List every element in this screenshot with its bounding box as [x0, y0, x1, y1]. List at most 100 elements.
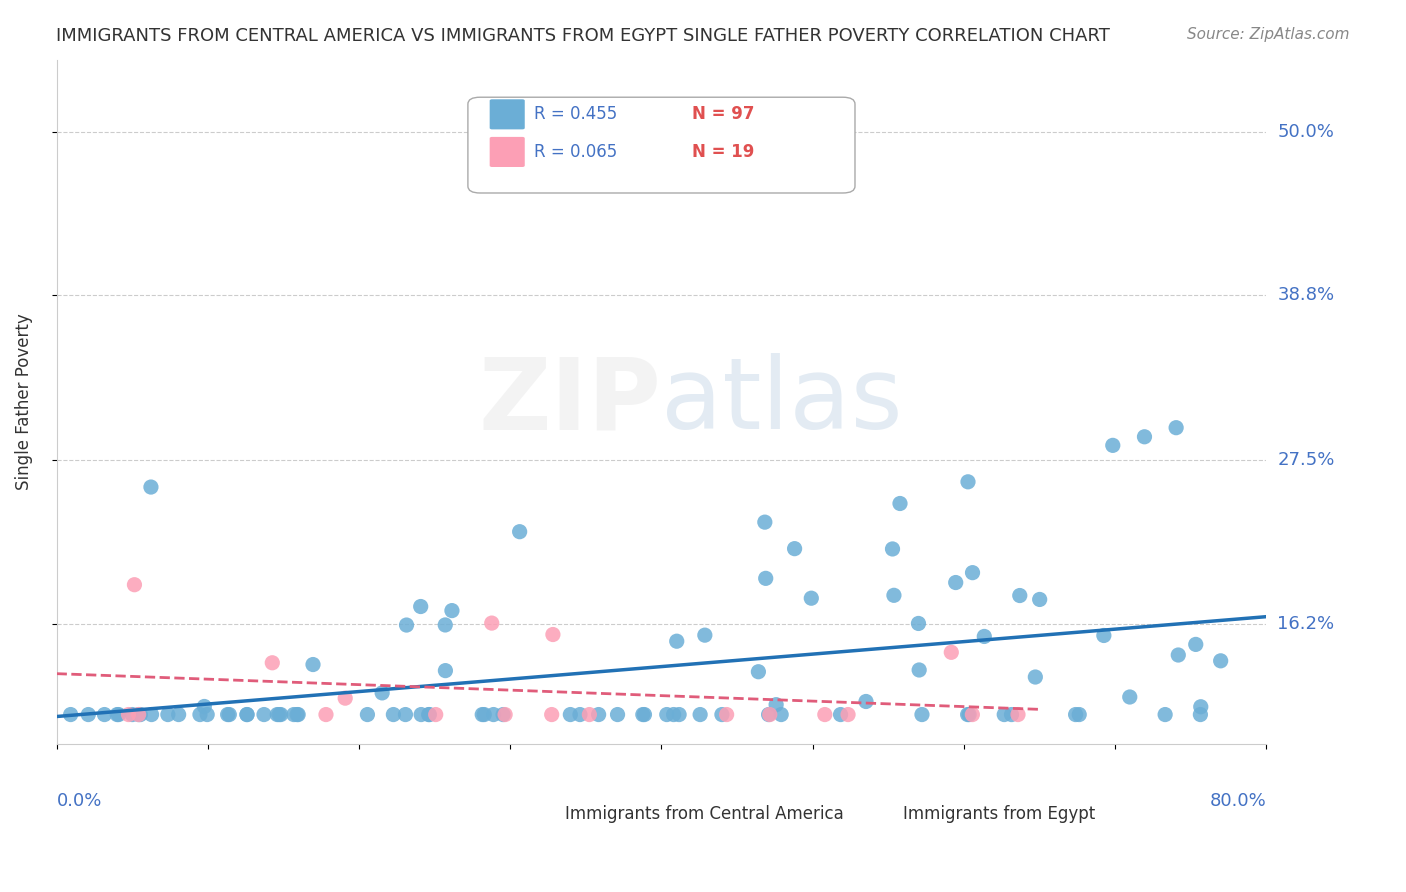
- Point: [394, 707, 416, 722]
- Point: [754, 515, 776, 529]
- Point: [962, 707, 984, 722]
- Text: IMMIGRANTS FROM CENTRAL AMERICA VS IMMIGRANTS FROM EGYPT SINGLE FATHER POVERTY C: IMMIGRANTS FROM CENTRAL AMERICA VS IMMIG…: [56, 27, 1111, 45]
- Point: [956, 475, 979, 489]
- Point: [1000, 707, 1022, 722]
- Point: [662, 707, 685, 722]
- Point: [540, 707, 562, 722]
- Point: [411, 707, 433, 722]
- Text: Immigrants from Central America: Immigrants from Central America: [565, 805, 844, 823]
- Point: [1154, 707, 1177, 722]
- Point: [633, 707, 655, 722]
- Point: [236, 707, 259, 722]
- FancyBboxPatch shape: [468, 97, 855, 193]
- Point: [128, 707, 150, 722]
- Point: [217, 707, 239, 722]
- Point: [440, 604, 463, 618]
- Point: [335, 691, 357, 706]
- Text: ZIP: ZIP: [478, 353, 661, 450]
- Point: [783, 541, 806, 556]
- Point: [889, 496, 911, 510]
- Point: [830, 707, 852, 722]
- Text: R = 0.455: R = 0.455: [534, 105, 617, 123]
- Point: [588, 707, 610, 722]
- Point: [494, 707, 516, 722]
- Text: R = 0.065: R = 0.065: [534, 143, 617, 161]
- Point: [541, 627, 564, 641]
- Point: [285, 707, 308, 722]
- Text: N = 19: N = 19: [692, 143, 754, 161]
- Point: [472, 707, 495, 722]
- Point: [993, 707, 1015, 722]
- Point: [1189, 699, 1212, 714]
- Point: [1064, 707, 1087, 722]
- Point: [631, 707, 654, 722]
- Point: [356, 707, 378, 722]
- Point: [139, 480, 162, 494]
- Point: [911, 707, 934, 722]
- Point: [758, 707, 780, 722]
- Point: [689, 707, 711, 722]
- Point: [973, 630, 995, 644]
- Point: [907, 616, 929, 631]
- Point: [855, 694, 877, 708]
- Point: [668, 707, 690, 722]
- Point: [107, 707, 129, 722]
- Text: Immigrants from Egypt: Immigrants from Egypt: [904, 805, 1095, 823]
- Point: [269, 707, 291, 722]
- FancyBboxPatch shape: [513, 787, 548, 817]
- Text: 38.8%: 38.8%: [1278, 286, 1334, 304]
- FancyBboxPatch shape: [489, 99, 524, 129]
- Point: [195, 707, 218, 722]
- Point: [418, 707, 440, 722]
- Point: [578, 707, 600, 722]
- Point: [283, 707, 305, 722]
- Point: [302, 657, 325, 672]
- Point: [471, 707, 494, 722]
- Point: [395, 618, 418, 632]
- Point: [665, 634, 688, 648]
- Point: [957, 707, 980, 722]
- Text: atlas: atlas: [661, 353, 903, 450]
- Text: 80.0%: 80.0%: [1209, 791, 1267, 810]
- Point: [124, 578, 146, 592]
- Point: [1069, 707, 1091, 722]
- Point: [236, 707, 259, 722]
- Point: [59, 707, 82, 722]
- Point: [434, 664, 457, 678]
- Point: [77, 707, 100, 722]
- Point: [655, 707, 678, 722]
- Point: [1024, 670, 1046, 684]
- Point: [315, 707, 337, 722]
- Point: [141, 707, 163, 722]
- Point: [568, 707, 591, 722]
- Point: [509, 524, 531, 539]
- Point: [121, 707, 143, 722]
- Point: [1008, 589, 1031, 603]
- Point: [481, 616, 503, 631]
- Point: [270, 707, 292, 722]
- Point: [908, 663, 931, 677]
- Point: [287, 707, 309, 722]
- Point: [560, 707, 582, 722]
- Point: [883, 588, 905, 602]
- Point: [1184, 637, 1206, 651]
- Point: [770, 707, 793, 722]
- Point: [956, 707, 979, 722]
- Text: Source: ZipAtlas.com: Source: ZipAtlas.com: [1187, 27, 1350, 42]
- Point: [1007, 707, 1029, 722]
- Point: [716, 707, 738, 722]
- Point: [945, 575, 967, 590]
- Point: [266, 707, 288, 722]
- Text: 0.0%: 0.0%: [56, 791, 103, 810]
- Text: 50.0%: 50.0%: [1278, 123, 1334, 141]
- Point: [218, 707, 240, 722]
- Point: [1119, 690, 1142, 704]
- Point: [382, 707, 405, 722]
- Point: [1133, 430, 1156, 444]
- Point: [882, 541, 904, 556]
- Point: [1167, 648, 1189, 662]
- Point: [117, 707, 139, 722]
- Point: [1101, 438, 1123, 452]
- Point: [1166, 420, 1188, 434]
- Point: [1028, 592, 1050, 607]
